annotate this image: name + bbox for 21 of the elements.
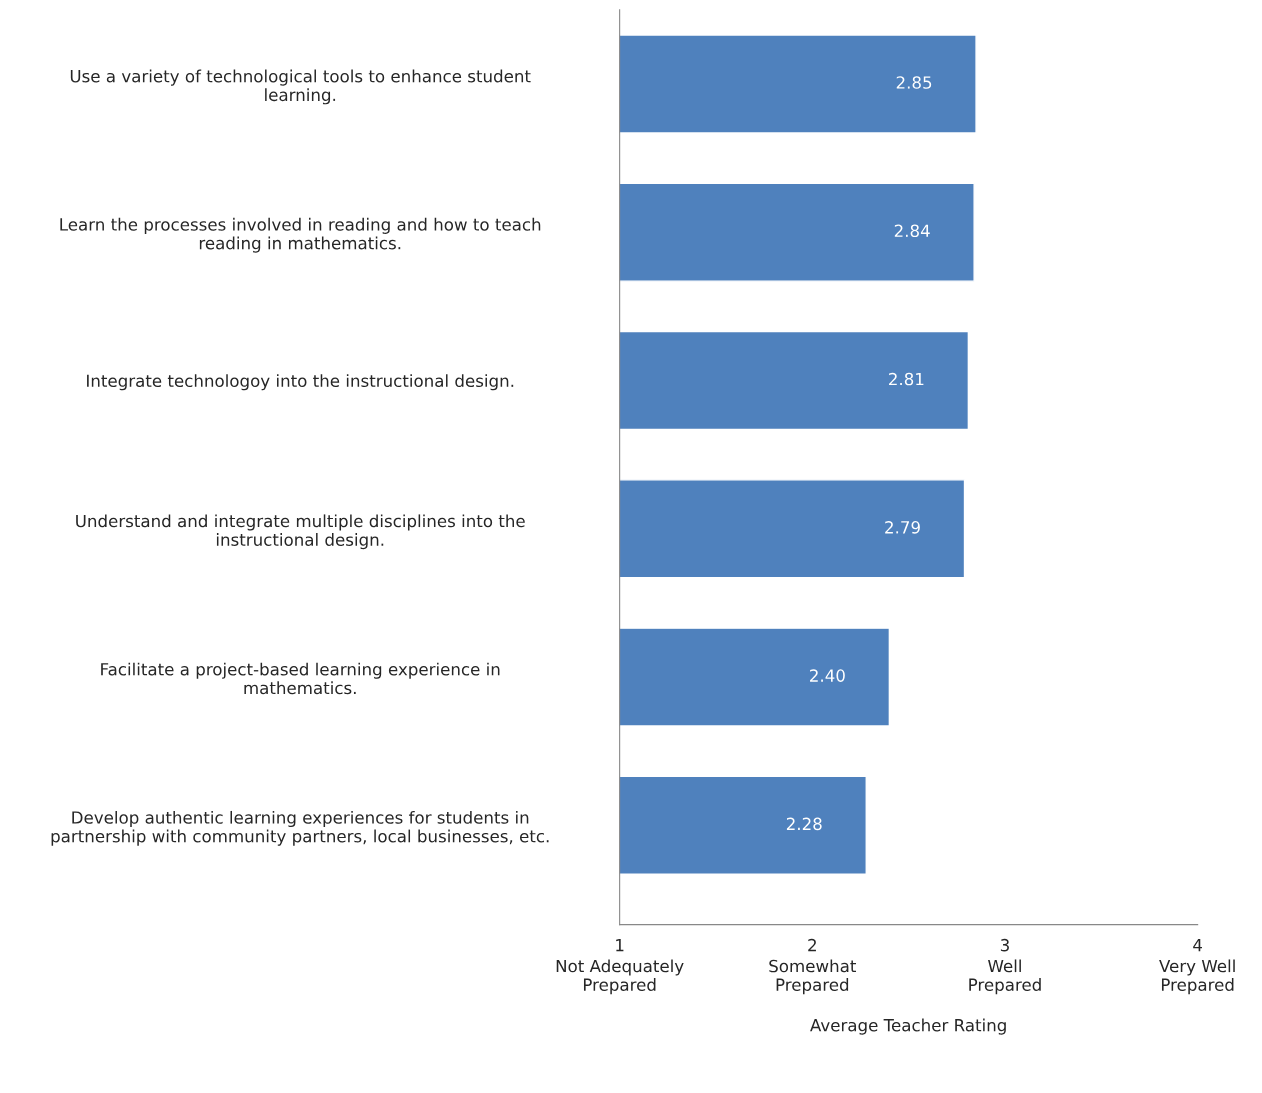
text: Very Well Prepared xyxy=(1159,959,1235,995)
text: Well Prepared xyxy=(969,959,1041,995)
y-tick-label: Develop authentic learning experiences for students in partnership with community partners, local businesses, etc. xyxy=(51,810,549,846)
data-label: 2.28 xyxy=(786,817,822,831)
data-label: 2.84 xyxy=(894,224,930,238)
x-tick-label: 2 xyxy=(808,938,816,952)
text: Not Adequately Prepared xyxy=(556,959,684,995)
data-label: 2.85 xyxy=(896,76,932,89)
x-tick-label: 3 xyxy=(1000,938,1009,952)
y-tick-label: Understand and integrate multiple disciplines into the instructional design. xyxy=(76,514,525,550)
y-tick-label: Integrate technologoy into the instructional design. xyxy=(87,374,514,391)
text: Somewhat Prepared xyxy=(769,959,857,995)
data-label: 2.81 xyxy=(889,372,924,386)
x-axis-title: Average Teacher Rating xyxy=(810,1018,1006,1035)
y-tick-label: Learn the processes involved in reading and how to teach reading in mathematics. xyxy=(60,217,541,253)
x-tick-label: 1 xyxy=(616,939,624,952)
data-label: 2.79 xyxy=(885,521,920,534)
y-tick-label: Use a variety of technological tools to enhance student learning. xyxy=(70,69,531,105)
data-label: 2.40 xyxy=(810,669,845,682)
x-tick-label: 4 xyxy=(1193,939,1203,952)
y-tick-label: Facilitate a project-based learning experience in mathematics. xyxy=(101,662,500,695)
